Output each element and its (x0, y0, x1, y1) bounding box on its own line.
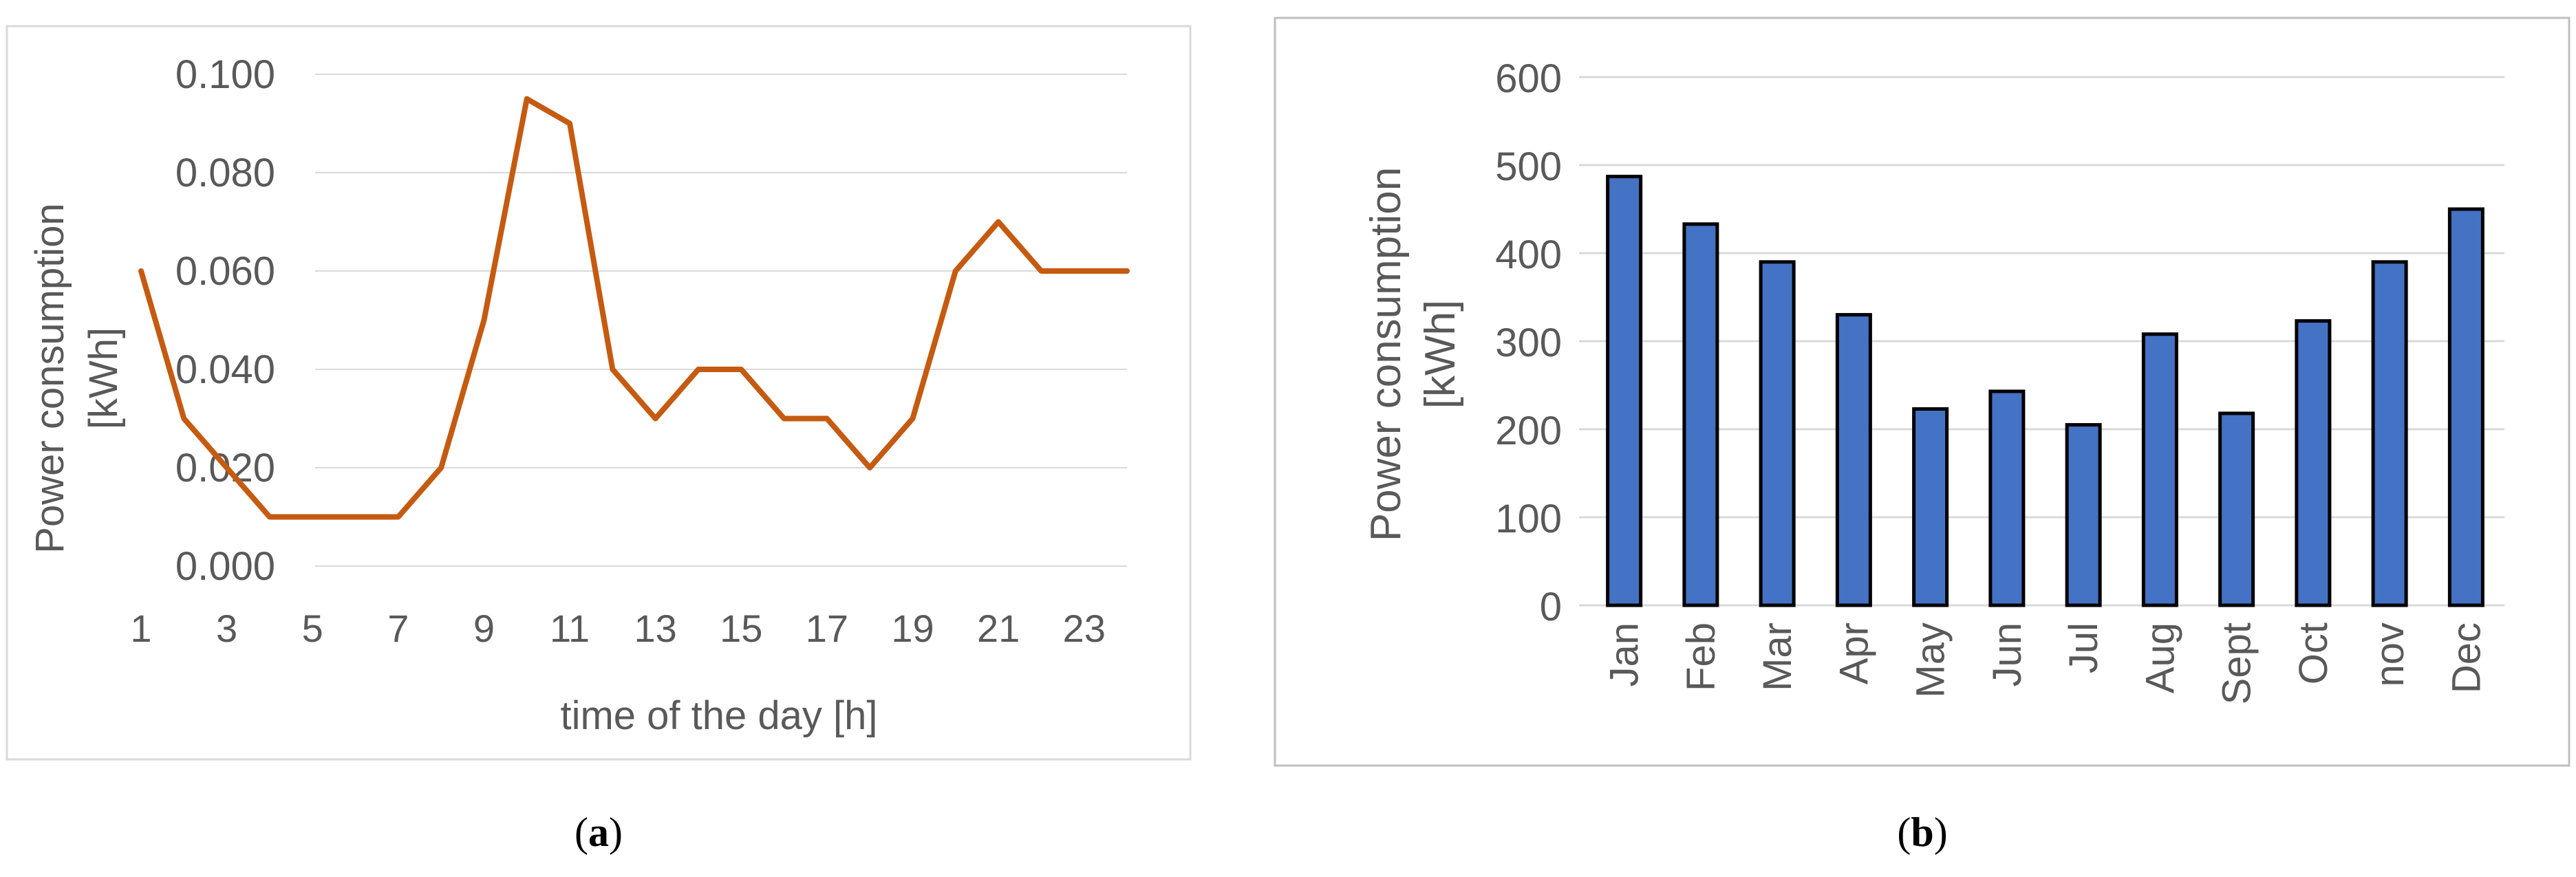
panel-b-bar (2065, 423, 2102, 607)
panel-a-data-point (998, 221, 999, 222)
panel-b-ylabel-line2: [kWh] (1417, 300, 1464, 409)
panel-a-y-tick-label: 0.080 (175, 151, 275, 195)
panel-a-x-tick-label: 3 (216, 607, 237, 650)
panel-b-frame (1274, 17, 2570, 767)
panel-a-y-tick-label: 0.040 (175, 347, 275, 392)
panel-b-y-tick-labels: 0 100 200 300 400 500 600 (1495, 56, 1562, 629)
panel-b-x-tick-label: Dec (2444, 622, 2489, 693)
panel-a-x-tick-label: 21 (977, 607, 1020, 650)
panel-b-bar (1606, 175, 1643, 607)
panel-b-y-tick-label: 600 (1495, 56, 1562, 101)
caption-a: (a) (575, 810, 623, 855)
panel-b-bar (2295, 319, 2332, 607)
panel-a-data-point (955, 270, 956, 272)
panel-a-data-point (1126, 270, 1128, 272)
svg-text:(a): (a) (575, 810, 623, 855)
panel-b-bar (1988, 389, 2026, 607)
panel-b-y-tick-label: 400 (1495, 232, 1562, 277)
panel-a-y-tick-label: 0.100 (175, 52, 275, 97)
panel-b: 0 100 200 300 400 500 600 Jan Feb Mar Apr May Jun Ju… (1274, 17, 2570, 767)
panel-b-x-tick-label: Oct (2291, 622, 2336, 684)
panel-b-x-tick-label: Feb (1679, 622, 1724, 691)
panel-b-bar (1835, 313, 1872, 607)
svg-text:(b): (b) (1897, 810, 1947, 855)
panel-a-x-tick-label: 9 (473, 607, 495, 650)
panel-b-bar (1912, 407, 1949, 607)
panel-a-x-tick-label: 17 (806, 607, 848, 650)
panel-a-x-tick-label: 5 (302, 607, 323, 650)
panel-b-ylabel-line1: Power consumption (1362, 167, 1410, 542)
panel-a-x-tick-labels: 1 3 5 7 9 11 13 15 17 19 21 23 (130, 607, 1105, 650)
panel-a-data-point (1040, 270, 1042, 272)
panel-a-ylabel-line2: [kWh] (81, 327, 126, 429)
panel-b-gridlines (1579, 76, 2504, 607)
panel-a-y-tick-label: 0.000 (175, 544, 275, 589)
panel-a-x-tick-label: 23 (1063, 607, 1106, 650)
caption-b: (b) (1897, 810, 1947, 855)
panel-a-y-tick-label: 0.060 (175, 249, 275, 294)
panel-a-ylabel-line1: Power consumption (28, 203, 72, 553)
panel-a-gridlines (315, 74, 1127, 567)
panel-b-bar (2447, 207, 2484, 607)
panel-b-x-tick-label: Jun (1985, 622, 2030, 687)
panel-b-x-tick-label: Mar (1755, 622, 1800, 691)
panel-a-data-point (612, 369, 613, 370)
panel-a-x-tick-label: 7 (387, 607, 409, 650)
panel-b-bar (2371, 260, 2408, 607)
panel-a-x-tick-label: 15 (720, 607, 762, 650)
panel-b-x-tick-label: May (1909, 622, 1953, 698)
panel-a-series (138, 96, 1130, 520)
panel-a-data-point (740, 369, 742, 370)
panel-b-x-tick-label: Aug (2138, 622, 2182, 693)
panel-b-x-tick-label: Apr (1832, 622, 1876, 684)
panel-a-data-point (655, 418, 656, 419)
panel-a-x-tick-label: 11 (550, 607, 590, 650)
panel-b-bar (1682, 222, 1719, 607)
panel-a-data-point (140, 270, 142, 272)
panel-b-bars (1606, 175, 2484, 607)
panel-b-y-tick-label: 100 (1495, 497, 1562, 541)
panel-a-x-tick-label: 13 (634, 607, 677, 650)
caption-b-letter: b (1911, 810, 1933, 855)
panel-b-x-tick-label: Sept (2215, 622, 2260, 704)
caption-a-letter: a (588, 810, 609, 855)
panel-a-frame (6, 25, 1192, 761)
panel-a-xlabel: time of the day [h] (560, 693, 877, 738)
panel-b-x-tick-label: Jul (2061, 622, 2106, 673)
panel-b-y-tick-label: 300 (1495, 321, 1562, 365)
panel-a-data-point (826, 418, 828, 419)
panel-a-data-point (912, 418, 913, 419)
panel-b-bar (2218, 411, 2255, 607)
panel-b-bar (1759, 260, 1796, 607)
panel-b-y-tick-label: 0 (1540, 585, 1562, 629)
panel-b-x-tick-label: nov (2368, 622, 2412, 687)
panel-b-bar (2141, 332, 2178, 607)
panel-b-x-tick-label: Jan (1602, 622, 1647, 687)
panel-a-x-tick-label: 1 (130, 607, 151, 650)
panel-a-series-line (138, 96, 1130, 520)
panel-a-data-point (526, 98, 528, 100)
panel-b-x-tick-labels: Jan Feb Mar Apr May Jun Jul Aug Sept Oct nov Dec (1602, 622, 2489, 704)
panel-a-x-tick-label: 19 (891, 607, 934, 650)
panel-b-y-tick-label: 200 (1495, 409, 1562, 453)
panel-b-y-tick-label: 500 (1495, 144, 1562, 189)
